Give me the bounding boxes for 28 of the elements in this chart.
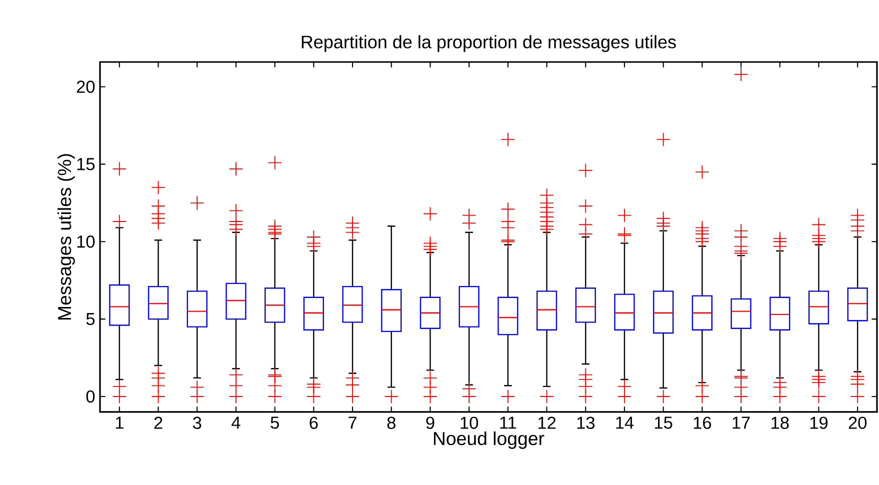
x-tick-label: 8 [387, 416, 396, 429]
x-tick-label: 4 [232, 416, 240, 429]
x-tick-label: 16 [694, 416, 712, 429]
y-tick-label: 20 [76, 80, 95, 93]
x-tick-label: 19 [810, 416, 828, 429]
x-tick-label: 10 [460, 416, 478, 429]
x-tick-label: 13 [577, 416, 595, 429]
x-tick-label: 15 [655, 416, 672, 429]
x-tick-label: 3 [192, 416, 202, 429]
x-tick-label: 17 [732, 416, 750, 429]
x-axis-title: Noeud logger [434, 431, 544, 449]
y-tick-label: 0 [86, 390, 95, 403]
y-tick-label: 15 [77, 158, 95, 170]
x-tick-label: 6 [310, 416, 318, 429]
x-tick-label: 11 [500, 416, 516, 429]
x-tick-label: 1 [116, 416, 124, 429]
x-tick-label: 5 [270, 416, 279, 429]
chart-title: Repartition de la proportion de messages utiles [302, 35, 676, 52]
x-tick-label: 9 [426, 416, 434, 429]
x-tick-label: 2 [154, 416, 162, 429]
x-tick-label: 20 [848, 416, 867, 429]
x-tick-label: 18 [772, 416, 789, 429]
y-axis-title: Messages utiles (%) [57, 154, 75, 320]
x-tick-label: 14 [616, 416, 634, 429]
x-tick-label: 12 [538, 416, 556, 429]
y-tick-label: 5 [86, 313, 95, 326]
y-tick-label: 10 [77, 235, 95, 248]
x-tick-label: 7 [348, 416, 356, 429]
